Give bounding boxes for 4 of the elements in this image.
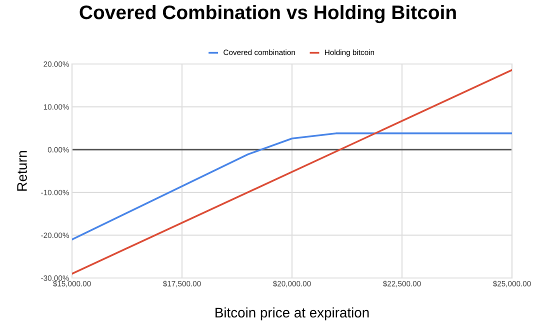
x-axis-title: Bitcoin price at expiration: [216, 307, 369, 320]
y-axis-title: Return: [17, 151, 27, 191]
line-series: [72, 132, 512, 240]
chart-title: Covered Combination vs Holding Bitcoin: [80, 4, 456, 24]
